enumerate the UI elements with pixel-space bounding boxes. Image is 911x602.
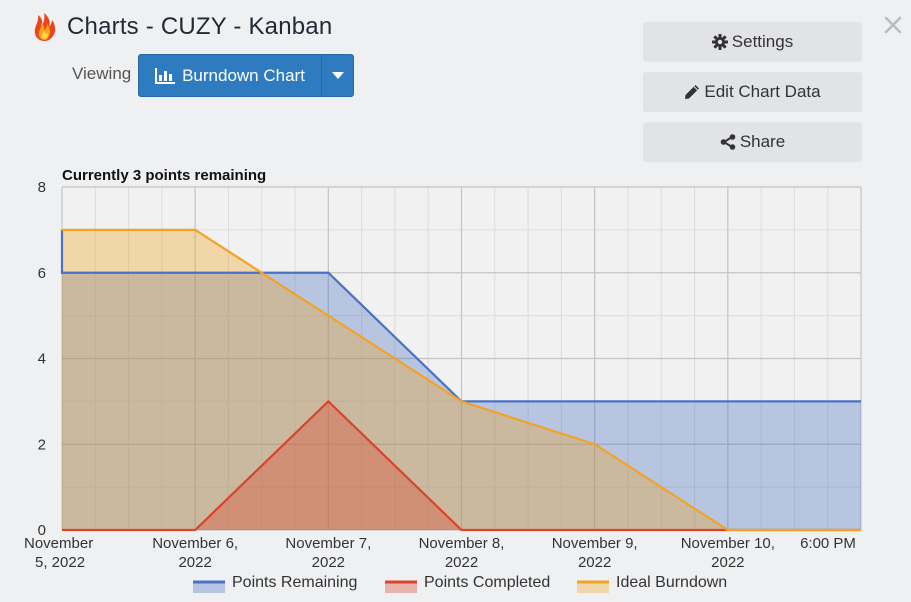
share-button[interactable]: Share — [643, 122, 862, 162]
chart-title: Currently 3 points remaining — [62, 167, 266, 184]
edit-chart-data-button[interactable]: Edit Chart Data — [643, 72, 862, 112]
legend-swatch-points-completed — [385, 582, 417, 593]
x-tick-label: November 6, — [152, 535, 238, 552]
y-tick-label: 8 — [38, 179, 46, 196]
points-completed-line — [62, 399, 861, 532]
bar-chart-icon — [155, 67, 176, 84]
chart-type-selector[interactable]: Burndown Chart — [138, 54, 354, 97]
x-tick-label: 2022 — [178, 554, 211, 571]
legend-swatch-points-remaining — [193, 582, 225, 593]
viewing-label: Viewing — [72, 64, 132, 83]
legend: Points Remaining Points Completed Ideal Bu… — [193, 574, 727, 593]
page-header: Charts - CUZY - Kanban — [33, 12, 332, 42]
x-tick-label: 6:00 PM — [800, 535, 856, 552]
y-tick-label: 6 — [38, 265, 46, 282]
y-tick-label: 0 — [38, 522, 46, 539]
points-completed-area — [62, 401, 861, 530]
close-icon[interactable] — [882, 14, 904, 36]
y-tick-label: 2 — [38, 436, 46, 453]
settings-label: Settings — [731, 32, 794, 51]
x-axis-ticks: November 5, 2022 November 6, 2022 November 7… — [24, 535, 856, 571]
caret-down-icon — [331, 71, 344, 79]
x-tick-label: 2022 — [445, 554, 478, 571]
x-tick-label: November 7, — [285, 535, 371, 552]
series-areas — [62, 229, 861, 530]
legend-label-ideal-burndown: Ideal Burndown — [616, 574, 727, 591]
gear-icon — [711, 34, 728, 50]
chart-type-dropdown-toggle[interactable] — [322, 55, 353, 96]
share-icon — [720, 134, 736, 150]
flame-logo-icon — [34, 13, 56, 41]
share-label: Share — [739, 132, 786, 151]
settings-button[interactable]: Settings — [643, 22, 862, 62]
burndown-chart: Currently 3 points remaining 0 2 4 6 8 Novem… — [24, 167, 862, 593]
legend-label-points-completed: Points Completed — [424, 574, 550, 591]
ideal-burndown-line — [62, 228, 861, 532]
x-tick-label: November 8, — [419, 535, 505, 552]
points-remaining-line — [60, 229, 861, 403]
edit-chart-data-label: Edit Chart Data — [704, 82, 821, 101]
points-remaining-area — [62, 229, 861, 530]
legend-label-points-remaining: Points Remaining — [232, 574, 357, 591]
legend-swatch-ideal-burndown — [577, 582, 609, 593]
x-tick-label: November — [24, 535, 93, 552]
series-lines — [60, 228, 861, 532]
x-tick-label: 2022 — [312, 554, 345, 571]
x-tick-label: 2022 — [711, 554, 744, 571]
x-tick-label: November 10, — [681, 535, 775, 552]
chart-type-label: Burndown Chart — [182, 65, 305, 85]
x-tick-label: 2022 — [578, 554, 611, 571]
pencil-icon — [685, 85, 700, 99]
chart-type-button[interactable]: Burndown Chart — [139, 55, 322, 96]
y-tick-label: 4 — [38, 351, 46, 368]
page-title: Charts - CUZY - Kanban — [67, 13, 333, 40]
y-axis-ticks: 0 2 4 6 8 — [38, 179, 46, 539]
x-tick-label: November 9, — [552, 535, 638, 552]
x-tick-label: 5, 2022 — [35, 554, 85, 571]
ideal-burndown-area — [62, 229, 861, 530]
